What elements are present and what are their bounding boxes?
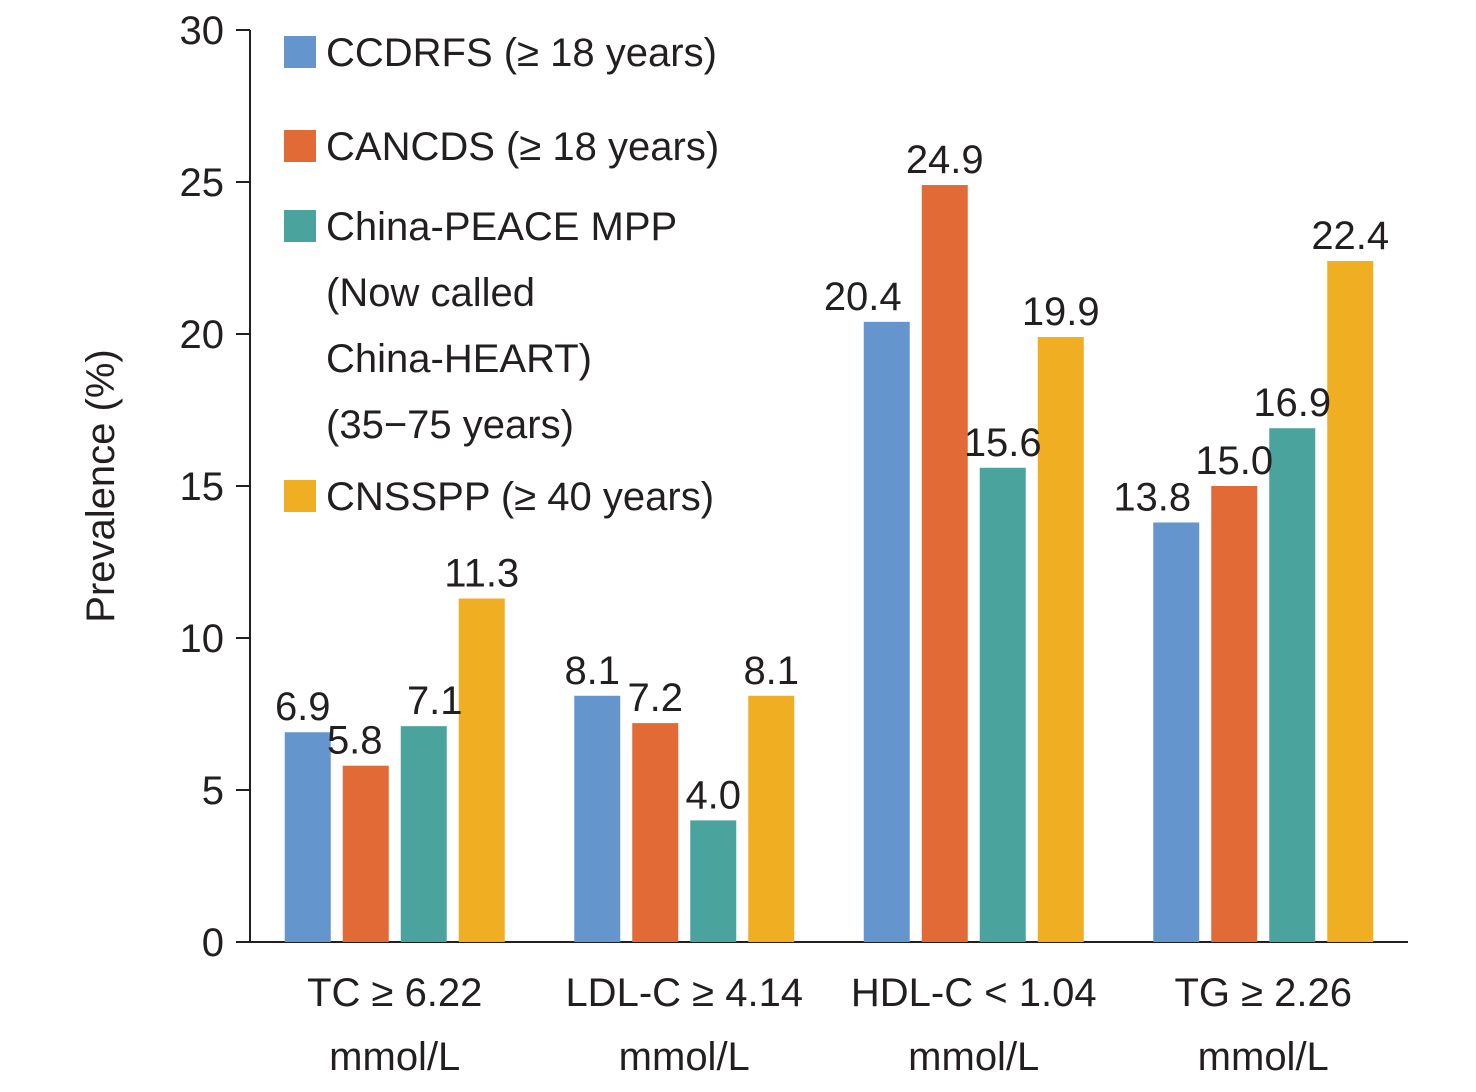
bar-value-label: 24.9 (906, 138, 984, 182)
legend-label: China-HEART) (326, 337, 592, 381)
y-tick-label: 30 (180, 9, 225, 53)
bar (1327, 261, 1374, 942)
legend-swatch (284, 480, 316, 512)
bar-value-label: 13.8 (1113, 475, 1191, 519)
x-category-label: HDL-C < 1.04 (851, 971, 1097, 1015)
x-category-label: mmol/L (1198, 1035, 1329, 1079)
y-tick-label: 5 (202, 769, 224, 813)
x-category-label: LDL-C ≥ 4.14 (565, 971, 803, 1015)
legend-label: CCDRFS (≥ 18 years) (326, 31, 717, 75)
bar-value-label: 16.9 (1253, 381, 1331, 425)
bar (1211, 486, 1258, 942)
bar-value-label: 20.4 (824, 275, 902, 319)
bar-value-label: 19.9 (1022, 290, 1100, 334)
bar-value-label: 8.1 (743, 649, 799, 693)
bar-value-label: 4.0 (685, 773, 741, 817)
legend-swatch (284, 210, 316, 242)
bar-value-label: 5.8 (327, 719, 383, 763)
bar (632, 723, 679, 942)
y-tick-label: 20 (180, 313, 225, 357)
legend: CCDRFS (≥ 18 years) CANCDS (≥ 18 years) Ch… (284, 31, 719, 519)
bar-value-label: 6.9 (275, 685, 331, 729)
bar-value-label: 7.2 (627, 676, 683, 720)
y-ticks: 0 5 10 15 20 25 30 (180, 9, 250, 965)
bar (921, 185, 968, 943)
bar (400, 726, 447, 942)
bar (748, 695, 795, 942)
bar-value-label: 8.1 (564, 649, 620, 693)
bar-value-label: 22.4 (1311, 214, 1389, 258)
bar (342, 765, 389, 942)
bar-value-label: 15.6 (964, 421, 1042, 465)
bar (690, 820, 737, 942)
category-labels: TC ≥ 6.22 mmol/L LDL-C ≥ 4.14 mmol/L HDL-C <… (307, 971, 1352, 1079)
bar (284, 732, 331, 942)
x-category-label: TC ≥ 6.22 (307, 971, 482, 1015)
x-category-label: mmol/L (908, 1035, 1039, 1079)
bar (1153, 522, 1200, 942)
bar (458, 598, 505, 942)
y-tick-label: 15 (180, 465, 225, 509)
bar (863, 321, 910, 943)
legend-swatch (284, 36, 316, 68)
bar (1269, 428, 1316, 942)
bar (574, 695, 621, 942)
legend-label: CNSSPP (≥ 40 years) (326, 475, 714, 519)
x-category-label: mmol/L (619, 1035, 750, 1079)
y-tick-label: 25 (180, 161, 225, 205)
data-labels: 6.95.87.111.38.17.24.08.120.424.915.619.… (275, 138, 1389, 817)
bar-value-label: 11.3 (444, 551, 519, 595)
legend-swatch (284, 130, 316, 162)
x-category-label: TG ≥ 2.26 (1174, 971, 1352, 1015)
bar (1037, 337, 1084, 942)
legend-label: China-PEACE MPP (326, 205, 677, 249)
y-axis-title: Prevalence (%) (79, 349, 123, 622)
bar-value-label: 15.0 (1195, 439, 1273, 483)
legend-label: CANCDS (≥ 18 years) (326, 125, 719, 169)
legend-label: (35−75 years) (326, 403, 574, 447)
bar (979, 467, 1026, 942)
bars (284, 185, 1374, 943)
y-tick-label: 0 (202, 921, 224, 965)
y-tick-label: 10 (180, 617, 225, 661)
x-category-label: mmol/L (329, 1035, 460, 1079)
legend-label: (Now called (326, 271, 535, 315)
bar-value-label: 7.1 (407, 679, 463, 723)
